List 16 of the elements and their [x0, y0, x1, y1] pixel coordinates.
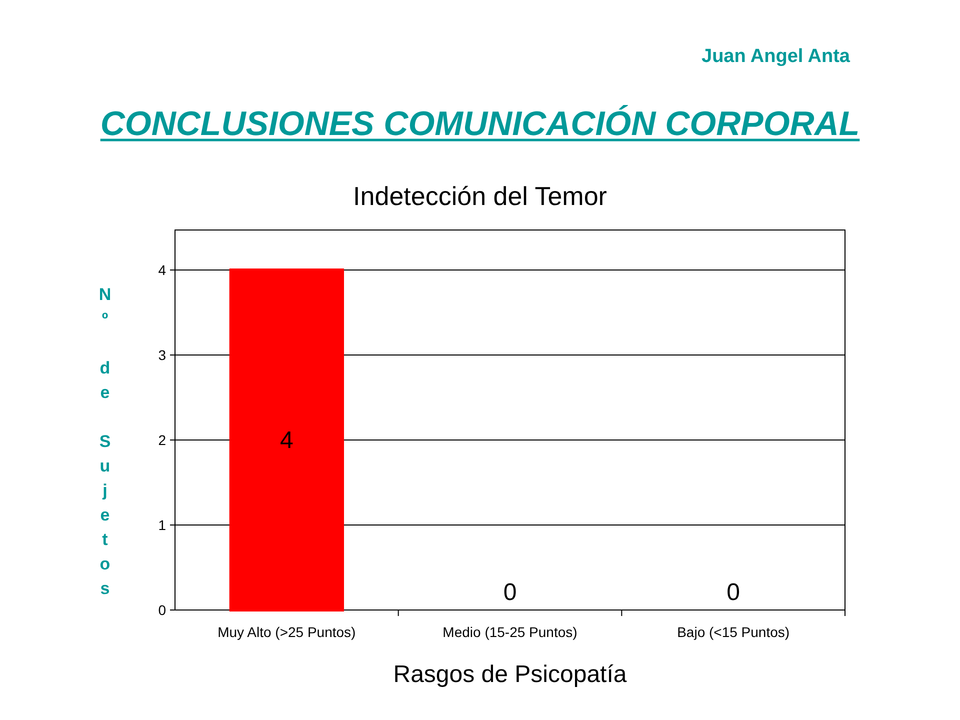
- data-label: 4: [280, 427, 294, 454]
- x-axis-title: Rasgos de Psicopatía: [393, 661, 628, 688]
- y-tick-label: 2: [158, 432, 166, 448]
- y-tick-label: 0: [158, 602, 166, 618]
- y-tick-label: 1: [158, 517, 166, 533]
- y-tick-label: 4: [158, 262, 166, 278]
- x-tick-label: Muy Alto (>25 Puntos): [218, 624, 356, 640]
- text: Juan Angel Anta: [702, 46, 850, 67]
- text: Nº de Sujetos: [98, 285, 112, 598]
- y-tick-label: 3: [158, 347, 166, 363]
- data-label: 0: [503, 579, 517, 606]
- chart-subtitle: CONCLUSIONES COMUNICACIÓN CORPORAL: [100, 104, 860, 143]
- chart-title: Indetección del Temor: [353, 181, 608, 211]
- x-tick-label: Medio (15-25 Puntos): [442, 624, 578, 640]
- x-tick-label: Bajo (<15 Puntos): [677, 624, 790, 640]
- data-label: 0: [726, 579, 740, 606]
